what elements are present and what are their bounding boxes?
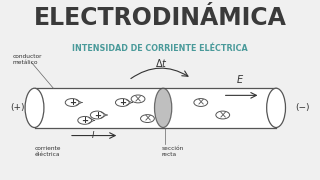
Ellipse shape bbox=[25, 88, 44, 127]
Text: E: E bbox=[237, 75, 243, 85]
Text: ×: × bbox=[143, 114, 151, 124]
Text: +: + bbox=[119, 98, 126, 107]
Circle shape bbox=[65, 99, 79, 106]
Text: corriente
éléctrica: corriente éléctrica bbox=[35, 146, 61, 158]
Circle shape bbox=[140, 115, 154, 123]
Circle shape bbox=[131, 95, 145, 103]
Text: INTENSIDAD DE CORRIENTE ELÉCTRICA: INTENSIDAD DE CORRIENTE ELÉCTRICA bbox=[72, 44, 248, 53]
Text: conductor
metálico: conductor metálico bbox=[12, 54, 42, 66]
Circle shape bbox=[194, 99, 208, 106]
Text: ×: × bbox=[134, 94, 142, 104]
Text: I: I bbox=[92, 131, 94, 140]
Text: +: + bbox=[69, 98, 76, 107]
Text: ×: × bbox=[197, 98, 205, 107]
Ellipse shape bbox=[267, 88, 285, 127]
Text: $\Delta t$: $\Delta t$ bbox=[155, 57, 168, 69]
Circle shape bbox=[78, 116, 92, 124]
Ellipse shape bbox=[155, 88, 172, 127]
Text: +: + bbox=[94, 111, 101, 120]
Bar bbox=[35, 88, 276, 127]
Circle shape bbox=[216, 111, 230, 119]
Text: +: + bbox=[81, 116, 88, 125]
Text: (+): (+) bbox=[10, 103, 25, 112]
Text: sección
recta: sección recta bbox=[162, 146, 184, 158]
Text: ×: × bbox=[219, 110, 227, 120]
Circle shape bbox=[116, 99, 129, 106]
Circle shape bbox=[90, 111, 104, 119]
Text: (−): (−) bbox=[295, 103, 310, 112]
Text: ELECTRODINÁMICA: ELECTRODINÁMICA bbox=[34, 6, 286, 30]
